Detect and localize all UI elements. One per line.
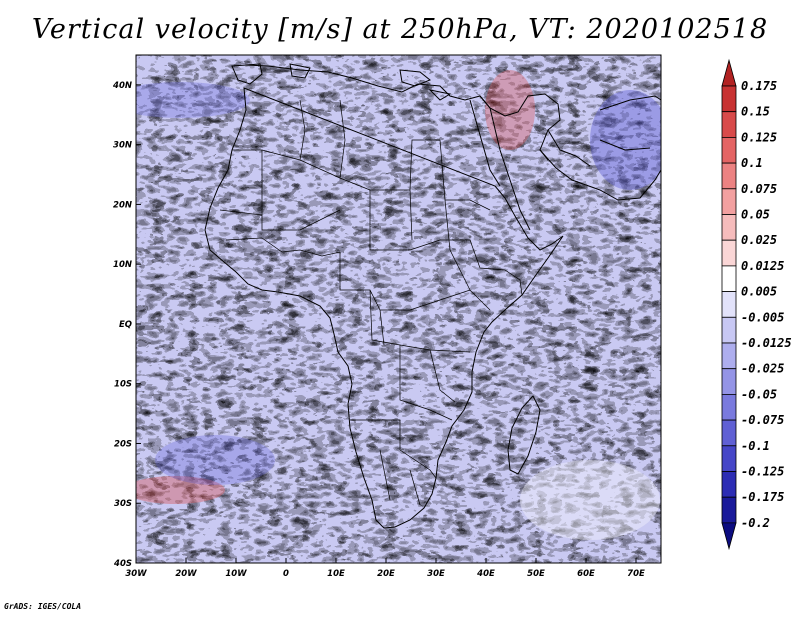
colorbar-swatch [721, 419, 737, 447]
colorbar-swatch [721, 111, 737, 138]
x-axis: 30W 20W 10W 0 10E 20E 30E 40E 50E 60E 70E [125, 558, 645, 579]
colorbar-label: -0.175 [741, 490, 784, 504]
y-tick-label: 40N [112, 81, 132, 91]
vertical-velocity-field [136, 55, 661, 563]
colorbar-swatch [721, 471, 737, 498]
colorbar-label: 0.0125 [741, 259, 784, 273]
x-tick-label: 30E [427, 569, 445, 579]
colorbar-swatch [721, 265, 737, 292]
colorbar-swatch [721, 85, 737, 113]
y-tick-label: 40S [113, 559, 132, 569]
colorbar-label: 0.025 [741, 233, 777, 247]
colorbar-label: 0.15 [741, 105, 770, 119]
colorbar-label: -0.05 [741, 387, 777, 401]
colorbar-swatch [721, 188, 737, 215]
x-tick-label: 10E [327, 569, 345, 579]
colorbar-label: -0.1 [741, 439, 770, 453]
x-tick-label: 40E [476, 569, 495, 579]
colorbar-label: 0.125 [741, 130, 777, 144]
x-tick-label: 20W [175, 569, 197, 579]
colorbar-swatch [721, 136, 737, 164]
x-tick-label: 30W [125, 569, 147, 579]
x-tick-label: 70E [627, 569, 645, 579]
x-tick-label: 10W [225, 569, 247, 579]
x-tick-label: 60E [577, 569, 595, 579]
colorbar-swatch [721, 239, 737, 267]
y-tick-label: 30S [114, 499, 132, 509]
colorbar-swatch [721, 368, 737, 395]
colorbar-label: 0.175 [741, 79, 777, 93]
colorbar-swatch [721, 214, 737, 241]
colorbar-label: -0.0125 [741, 336, 792, 350]
colorbar-swatch [721, 316, 737, 344]
colorbar-label: -0.025 [741, 362, 784, 376]
colorbar-label: -0.005 [741, 310, 784, 324]
x-tick-label: 50E [527, 569, 545, 579]
colorbar-swatch [721, 445, 737, 472]
plot-frame [135, 54, 662, 564]
colorbar-label: -0.075 [741, 413, 784, 427]
colorbar-label: -0.2 [741, 516, 770, 530]
colorbar-swatch [721, 342, 737, 370]
colorbar-bottom-arrow [721, 522, 737, 551]
colorbar-label: 0.05 [741, 208, 770, 222]
colorbar-label: 0.005 [741, 285, 777, 299]
colorbar-swatch [721, 162, 737, 190]
colorbar-swatch [721, 291, 737, 318]
plot-title: Vertical velocity [m/s] at 250hPa, VT: 2… [31, 14, 769, 45]
y-tick-label: 10S [114, 380, 132, 390]
colorbar-label: 0.075 [741, 182, 777, 196]
colorbar-swatch [721, 496, 737, 524]
colorbar-label: -0.125 [741, 465, 784, 479]
x-tick-label: 0 [283, 569, 289, 579]
grads-credit: GrADS: IGES/COLA [4, 602, 82, 611]
x-tick-label: 20E [377, 569, 395, 579]
y-tick-label: 20N [113, 200, 132, 210]
y-axis: 40N 30N 20N 10N EQ 10S 20S 30S 40S [112, 81, 141, 569]
y-tick-label: EQ [119, 320, 132, 330]
y-tick-label: 10N [113, 260, 132, 270]
y-tick-label: 30N [113, 141, 132, 151]
colorbar: 0.175 0.15 0.125 0.1 0.075 0.05 0.025 0.0125 0.0… [721, 58, 792, 551]
coastline [204, 63, 661, 529]
colorbar-swatch [721, 393, 737, 421]
colorbar-top-arrow [721, 58, 737, 87]
madagascar-outline [507, 395, 541, 475]
y-tick-label: 20S [114, 439, 132, 449]
country-borders [219, 99, 523, 506]
colorbar-label: 0.1 [741, 156, 763, 170]
